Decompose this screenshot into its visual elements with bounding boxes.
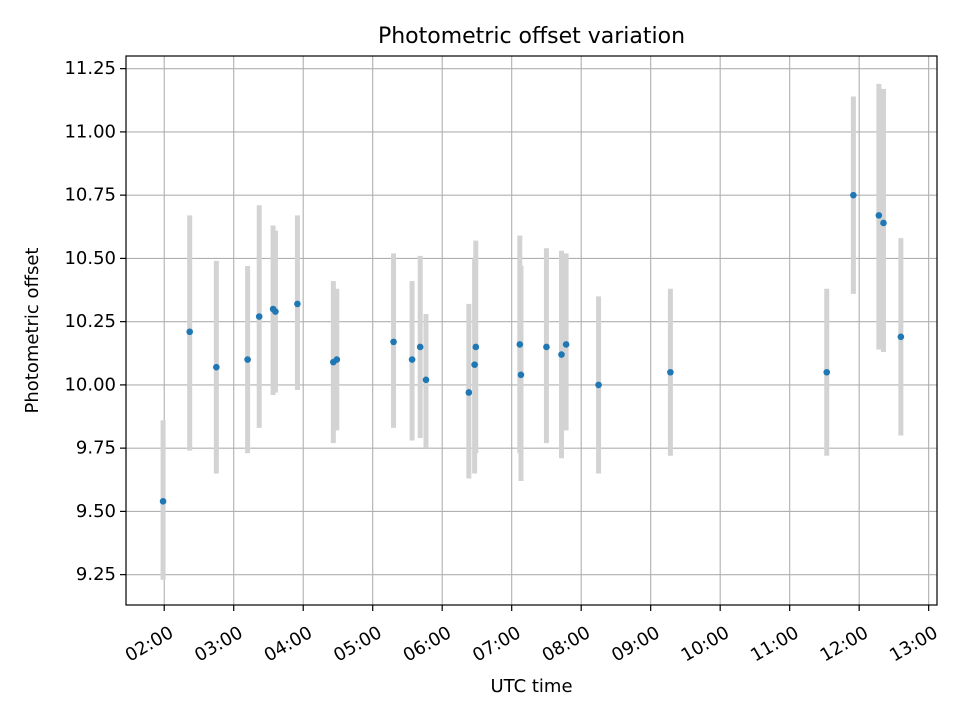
data-point — [465, 389, 473, 396]
data-point — [255, 313, 263, 320]
y-tick-label: 9.75 — [76, 438, 116, 459]
data-point — [390, 338, 397, 346]
data-point — [471, 361, 478, 368]
data-point — [880, 219, 887, 227]
data-point — [558, 351, 565, 358]
data-point — [517, 371, 525, 379]
data-points — [159, 191, 905, 505]
data-point — [875, 212, 883, 219]
data-point — [823, 368, 831, 376]
y-tick-label: 10.25 — [64, 311, 116, 332]
y-tick-label: 10.75 — [64, 185, 116, 206]
data-point — [159, 497, 167, 505]
y-tick-label: 10.00 — [64, 374, 116, 395]
data-point — [543, 343, 550, 351]
data-point — [333, 356, 341, 363]
y-tick-label: 11.25 — [64, 58, 116, 79]
data-point — [667, 368, 674, 376]
y-tick-label: 10.50 — [64, 248, 116, 269]
data-point — [595, 381, 602, 389]
data-point — [186, 328, 194, 336]
chart-title: Photometric offset variation — [378, 24, 685, 49]
data-point — [472, 343, 480, 351]
data-point — [244, 356, 251, 363]
y-tick-label: 9.25 — [76, 564, 116, 585]
data-point — [897, 333, 905, 341]
data-point — [562, 341, 570, 348]
x-axis-label: UTC time — [490, 676, 572, 697]
grid — [126, 56, 937, 605]
data-point — [213, 363, 220, 371]
data-point — [850, 191, 857, 199]
data-point — [272, 308, 279, 315]
data-point — [422, 376, 430, 384]
plot-area-frame — [125, 55, 938, 606]
data-point — [516, 341, 524, 348]
y-tick-label: 9.50 — [76, 501, 116, 522]
y-tick-label: 11.00 — [64, 121, 116, 142]
data-point — [416, 343, 424, 351]
data-point — [408, 356, 416, 363]
y-axis-label: Photometric offset — [22, 248, 43, 414]
data-point — [294, 300, 301, 308]
